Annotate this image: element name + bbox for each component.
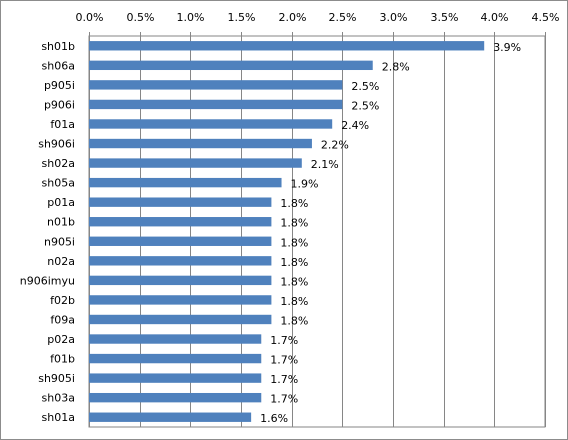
x-tick-label: 0.5% [127,11,155,24]
bar [89,177,282,188]
bar [89,197,272,207]
category-label: sh03a [42,392,75,405]
data-label: 1.8% [280,275,308,288]
data-label: 1.8% [280,314,308,327]
data-label: 1.8% [280,197,308,210]
category-label: sh01a [42,411,75,424]
data-label: 1.7% [270,373,298,386]
category-label: f09a [50,313,75,326]
bar [89,60,373,71]
bar [89,217,272,227]
category-label: sh01b [41,40,75,53]
category-label: n01b [47,216,75,229]
x-tick-label: 4.5% [532,11,560,24]
x-tick-label: 3.0% [380,11,408,24]
category-label: f02b [50,294,75,307]
bars [89,41,485,422]
data-label: 2.2% [321,139,349,152]
x-axis: 0.0% 0.5% 1.0% 1.5% 2.0% 2.5% 3.0% 3.5% 4.0% 4.5% [76,11,560,36]
x-tick-label: 2.5% [329,11,357,24]
bar [89,373,262,383]
bar [89,295,272,305]
plot-area [88,35,546,428]
category-label: sh05a [42,177,75,190]
bar [89,119,333,129]
data-label: 1.7% [270,334,298,347]
bar [89,392,262,403]
category-label: sh06a [42,59,75,72]
category-label: sh02a [42,157,75,170]
category-label: sh905i [38,372,75,385]
bar [89,41,485,51]
data-label: 1.9% [291,178,319,191]
category-label: n906imyu [20,274,75,287]
data-label: 1.6% [260,412,288,425]
category-label: f01a [50,118,75,131]
x-tick-label: 2.0% [279,11,307,24]
data-label: 2.5% [351,99,379,112]
category-label: p906i [44,98,75,111]
data-label: 1.8% [280,217,308,230]
data-label: 1.7% [270,393,298,406]
category-label: n905i [44,235,75,248]
bar [89,80,343,90]
data-label: 2.4% [341,119,369,132]
bar [89,275,272,286]
category-label: sh906i [38,138,75,151]
category-label: n02a [47,255,75,268]
bar [89,334,262,344]
category-label: p905i [44,79,75,92]
x-tick-label: 1.5% [228,11,256,24]
x-tick-label: 1.0% [177,11,205,24]
bar [89,353,262,364]
x-tick-label: 3.5% [431,11,459,24]
bar [89,138,312,149]
bar [89,158,302,168]
data-label: 1.8% [280,236,308,249]
x-tick-label: 0.0% [76,11,104,24]
bar [89,99,343,110]
data-label: 3.9% [493,41,521,54]
x-tick-label: 4.0% [481,11,509,24]
data-label: 1.8% [280,295,308,308]
data-label: 2.1% [311,158,339,171]
data-label: 2.8% [382,60,410,73]
labels: sh01b 3.9% sh06a 2.8% p905i 2.5% p906i 2.5% f01a… [20,40,521,425]
bar [89,314,272,325]
category-label: p02a [47,333,75,346]
category-label: p01a [47,196,75,209]
data-label: 1.7% [270,354,298,367]
bar [89,236,272,246]
category-label: f01b [50,353,75,366]
data-label: 2.5% [351,80,379,93]
bar [89,412,252,422]
bar [89,256,272,266]
data-label: 1.8% [280,256,308,269]
